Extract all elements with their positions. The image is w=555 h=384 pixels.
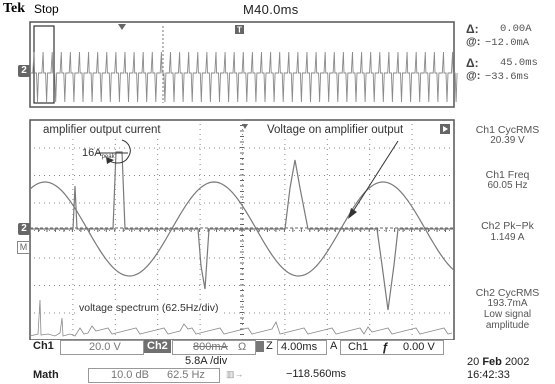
math-scale-line: 5.8A /div [185, 355, 228, 367]
measurement-1-value: 20.39 V [490, 135, 525, 146]
date-readout: 20 Feb 2002 [467, 356, 529, 368]
zoom-label: Z [266, 340, 273, 352]
ch1-scale-box[interactable]: 20.0 V [60, 340, 144, 355]
horizontal-scale-box[interactable]: 4.00ms [277, 340, 327, 355]
measurement-3-label: Ch2 Pk−Pk [481, 220, 534, 232]
main-graticule [29, 119, 455, 340]
measurement-4-note-2: amplitude [485, 320, 530, 331]
ch2-label[interactable]: Ch2 [144, 340, 171, 353]
math-offset: −118.560ms [286, 368, 347, 380]
ch1-label[interactable]: Ch1 [33, 340, 54, 352]
cursor-at-2-value: −33.6ms [485, 71, 530, 83]
measurement-4-label: Ch2 CycRMS [475, 287, 540, 299]
spectrum-trace [29, 299, 453, 337]
record-overview: T [29, 21, 458, 108]
current-trace [30, 151, 454, 311]
horizontal-scale: 4.00ms [281, 341, 318, 353]
date-year: 2002 [504, 356, 530, 368]
peak-value: 16A [82, 147, 102, 159]
trigger-level: 0.00 V [403, 341, 435, 353]
trigger-box[interactable]: Ch1 ƒ 0.00 V [340, 340, 444, 355]
measurement-4-value: 193.7mA [487, 298, 528, 309]
math-db: 10.0 dB [111, 369, 149, 381]
math-scale-box[interactable]: 10.0 dB 62.5 Hz [88, 368, 220, 383]
ch2-scale: 800mA [193, 341, 228, 353]
current-annotation: amplifier output current [41, 124, 163, 136]
measurement-2-label: Ch1 Freq [485, 169, 530, 181]
date-month: Feb [482, 356, 502, 368]
cursor-at-2-label: @: [466, 70, 481, 82]
math-hz: 62.5 Hz [167, 369, 205, 381]
math-label[interactable]: Math [33, 369, 59, 381]
date-day: 20 [467, 356, 480, 368]
measurement-3-value: 1.149 A [490, 232, 525, 243]
trigger-label: A [330, 340, 338, 352]
ch1-scale: 20.0 V [89, 341, 121, 353]
measurement-2-value: 60.05 Hz [487, 180, 528, 191]
brand-logo: Tek [3, 1, 26, 16]
cursor-delta-1-value: 0.00A [500, 23, 532, 35]
ch2-level-marker[interactable]: 2 [18, 223, 30, 235]
svg-text:T: T [237, 26, 242, 35]
spectrum-annotation: voltage spectrum (62.5Hz/div) [77, 302, 221, 314]
ohm-symbol: Ω [238, 341, 247, 353]
cursor-at-1-value: −12.0mA [485, 37, 530, 49]
cursor-delta-1-label: Δ: [466, 22, 479, 36]
time-of-day: 16:42:33 [467, 369, 510, 381]
cursor-delta-2-value: 45.0ms [500, 57, 538, 69]
voltage-trace [29, 181, 455, 277]
timebase-readout: M40.0ms [243, 2, 299, 17]
timebase-zoom-icon[interactable] [256, 341, 264, 352]
overview-ch2-marker[interactable]: 2 [18, 65, 30, 77]
math-level-marker[interactable]: M [17, 241, 30, 254]
voltage-annotation: Voltage on amplifier output [265, 124, 406, 136]
trigger-slope-icon: ƒ [382, 340, 389, 354]
peak-subscript: peak [101, 154, 115, 160]
math-position-icon[interactable]: ▥→ [226, 369, 244, 379]
run-state: Stop [34, 2, 59, 16]
peak-annotation: 16Apeak [82, 147, 115, 160]
trigger-channel: Ch1 [348, 341, 369, 353]
ch2-scale-box[interactable]: 800mA Ω [172, 340, 256, 355]
cursor-delta-2-label: Δ: [466, 56, 479, 70]
measurement-1-label: Ch1 CycRMS [475, 124, 540, 136]
measurement-4-note-1: Low signal [483, 309, 532, 320]
cursor-at-1-label: @: [466, 36, 481, 48]
